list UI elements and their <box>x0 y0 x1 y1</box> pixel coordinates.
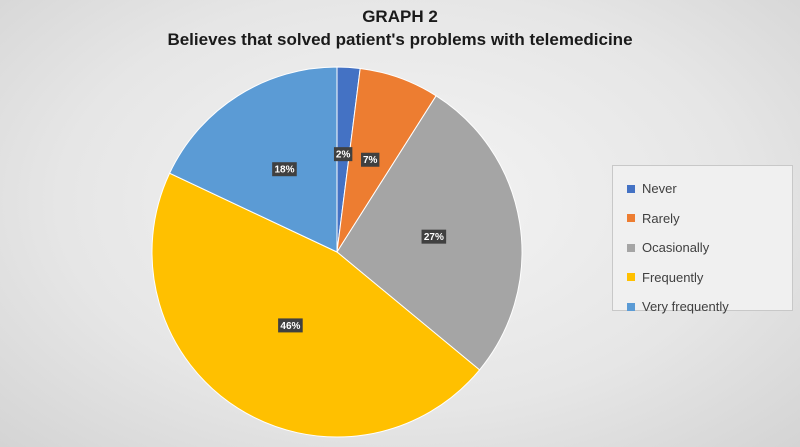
legend: Never Rarely Ocasionally Frequently Very fre… <box>612 165 793 314</box>
data-label-text: 7% <box>363 155 378 166</box>
data-label: 18% <box>272 162 297 177</box>
data-label: 7% <box>361 152 380 167</box>
legend-label: Rarely <box>642 210 680 226</box>
data-label-text: 18% <box>274 165 294 176</box>
data-label-box <box>421 229 447 244</box>
legend-item-ocasionally: Ocasionally <box>627 233 792 263</box>
legend-label: Frequently <box>642 269 704 285</box>
data-label-text: 2% <box>336 150 351 161</box>
chart-title-block: GRAPH 2 Believes that solved patient's p… <box>0 6 800 52</box>
legend-item-frequently: Frequently <box>627 263 792 293</box>
data-label-box <box>272 162 297 177</box>
data-label: 2% <box>333 147 353 162</box>
pie-slice-very-frequently <box>168 66 338 253</box>
legend-swatch <box>627 184 635 193</box>
data-label-text: 27% <box>424 232 444 243</box>
data-label-text: 46% <box>280 321 300 332</box>
data-label-box <box>333 147 353 162</box>
legend-item-never: Never <box>627 174 792 204</box>
pie-slice-frequently <box>151 172 481 438</box>
legend-swatch <box>627 302 635 311</box>
legend-item-rarely: Rarely <box>627 204 792 234</box>
data-label-box <box>278 318 303 333</box>
legend-swatch <box>627 273 635 282</box>
data-label: 46% <box>278 318 303 333</box>
chart-title: GRAPH 2 <box>362 7 438 26</box>
legend-swatch <box>627 214 635 223</box>
legend-swatch <box>627 243 635 252</box>
legend-label: Ocasionally <box>642 240 710 256</box>
legend-label: Very frequently <box>642 299 729 315</box>
legend-item-very-frequently: Very frequently <box>627 292 792 322</box>
chart-subtitle: Believes that solved patient's problems … <box>167 30 633 49</box>
data-label-box <box>361 152 380 167</box>
data-label: 27% <box>421 229 447 244</box>
legend-label: Never <box>642 181 677 197</box>
